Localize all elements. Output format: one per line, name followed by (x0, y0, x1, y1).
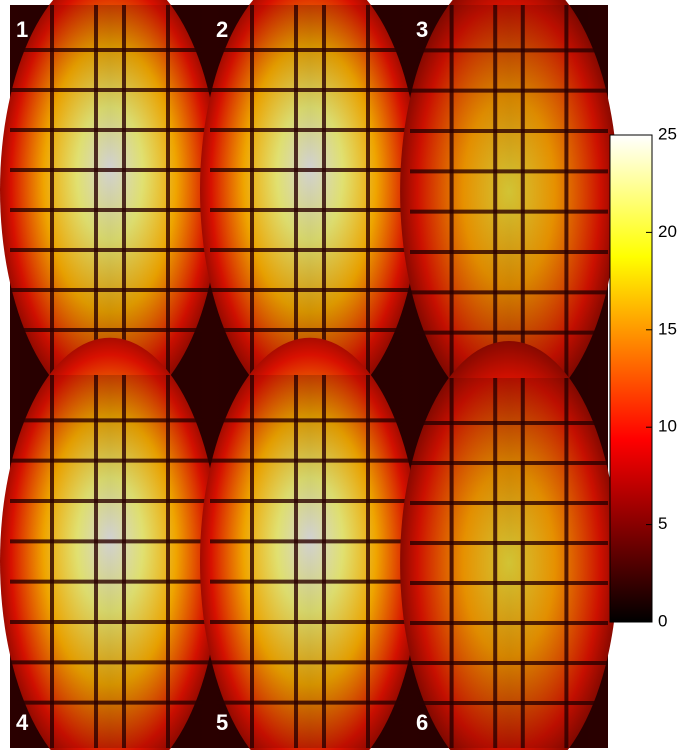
panel-stripes (210, 5, 410, 375)
panel-stripes (10, 5, 210, 375)
panel-stripes (410, 5, 608, 378)
colorbar-tick-label: 10 (658, 417, 677, 436)
panel-label: 4 (16, 710, 29, 735)
panels: 1 2 3 4 5 6 (0, 0, 618, 750)
figure: 1 2 3 4 5 6 0 5 10 15 20 25 (0, 0, 686, 750)
colorbar-tick-label: 20 (658, 222, 677, 241)
colorbar-tick-label: 0 (658, 611, 667, 630)
panel-stripes (210, 375, 410, 748)
panel-stripes (10, 375, 210, 748)
panel-label: 2 (216, 17, 228, 42)
colorbar-tick-label: 25 (658, 124, 677, 143)
panel-label: 3 (416, 17, 428, 42)
panel-stripes (410, 378, 608, 748)
colorbar (610, 135, 652, 622)
colorbar-tick-label: 5 (658, 514, 667, 533)
colorbar-tick-label: 15 (658, 319, 677, 338)
panel-label: 6 (416, 710, 428, 735)
panel-label: 1 (16, 17, 28, 42)
panel-label: 5 (216, 710, 228, 735)
